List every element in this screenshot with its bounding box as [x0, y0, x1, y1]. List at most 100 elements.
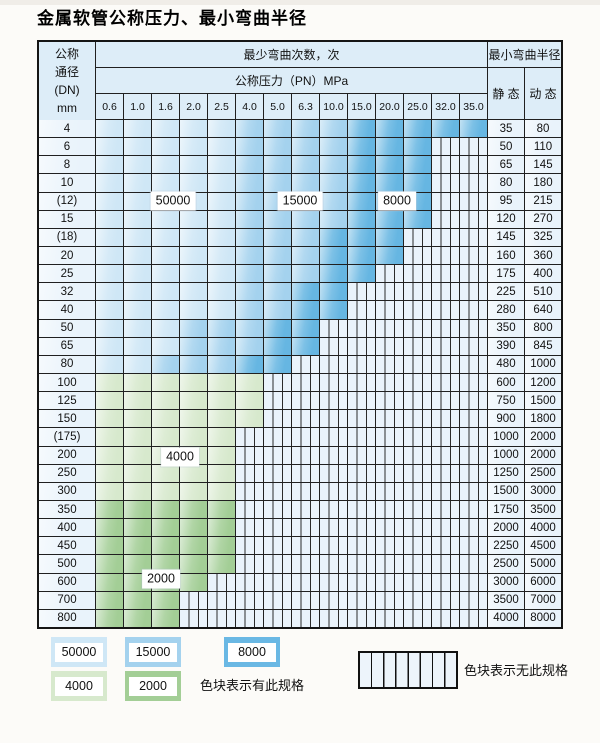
spec-cell [152, 373, 180, 392]
spec-cell [152, 283, 180, 301]
dn-header-line: 通径 [54, 65, 79, 79]
spec-cell [180, 500, 208, 519]
hatch-cell [432, 519, 460, 537]
table-row: 15 120 270 [39, 210, 561, 229]
hatch-cell [264, 537, 292, 555]
hatch-cell [320, 537, 348, 555]
hatch-cell [376, 319, 404, 337]
spec-cell [96, 246, 124, 265]
spec-cell [208, 500, 236, 519]
hatch-cell [404, 464, 432, 482]
hatch-cell [460, 283, 488, 301]
hatch-cell [236, 482, 264, 500]
hatch-cell [460, 464, 488, 482]
spec-cell [320, 192, 348, 210]
hatch-cell [348, 337, 376, 355]
hatch-cell [320, 337, 348, 355]
min-radius-header: 最小弯曲半径 [488, 42, 561, 68]
table-header: 公称 通径 (DN) mm 最少弯曲次数，次 最小弯曲半径 公称压力（PN）MP… [39, 42, 561, 120]
hatch-cell [208, 609, 236, 627]
dn-value: 65 [39, 337, 96, 355]
pressure-value: 32.0 [432, 94, 460, 119]
spec-cell [152, 392, 180, 410]
spec-cell [180, 319, 208, 337]
hatch-cell [320, 355, 348, 373]
spec-cell [236, 156, 264, 174]
spec-cell [152, 319, 180, 337]
spec-cell [152, 519, 180, 537]
hatch-cell [348, 410, 376, 428]
pressure-value: 20.0 [376, 94, 404, 119]
spec-cell [208, 319, 236, 337]
spec-cell [236, 392, 264, 410]
hatch-cell [264, 519, 292, 537]
spec-cell [180, 246, 208, 265]
dynamic-value: 1800 [525, 410, 561, 428]
hatch-cell [292, 537, 320, 555]
spec-cell [124, 410, 152, 428]
hatch-cell [376, 337, 404, 355]
spec-cell [124, 319, 152, 337]
spec-cell [152, 156, 180, 174]
hatch-cell [320, 446, 348, 464]
static-value: 350 [488, 319, 525, 337]
spec-cell [152, 265, 180, 283]
spec-cell [292, 337, 320, 355]
hatch-cell [292, 500, 320, 519]
spec-cell [264, 319, 292, 337]
hatch-cell [348, 555, 376, 573]
spec-cell [404, 120, 432, 138]
static-column-header: 静 态 [488, 68, 525, 120]
spec-cell [348, 156, 376, 174]
spec-cell [460, 120, 488, 138]
hatch-cell [348, 373, 376, 392]
spec-cell [180, 555, 208, 573]
static-value: 390 [488, 337, 525, 355]
static-value: 160 [488, 246, 525, 265]
spec-cell [124, 192, 152, 210]
spec-cell [208, 482, 236, 500]
spec-cell [124, 138, 152, 156]
spec-cell [96, 591, 124, 609]
hatch-cell [432, 319, 460, 337]
hatch-cell [376, 555, 404, 573]
spec-cell [404, 210, 432, 228]
table-row: 450 2250 4500 [39, 537, 561, 556]
spec-cell [264, 120, 292, 138]
dn-value: 150 [39, 410, 96, 428]
spec-cell [348, 210, 376, 228]
legend-label: 15000 [129, 642, 177, 662]
spec-cell [264, 283, 292, 301]
hatch-cell [432, 428, 460, 446]
hatch-cell [348, 301, 376, 319]
hatch-cell [432, 392, 460, 410]
spec-cell [180, 337, 208, 355]
spec-cell [208, 265, 236, 283]
table-row: 40 280 640 [39, 301, 561, 320]
hatch-cell [320, 500, 348, 519]
spec-cell [264, 156, 292, 174]
legend-item: 8000 [224, 637, 280, 667]
legend-label: 8000 [228, 642, 276, 662]
hatch-cell [404, 301, 432, 319]
dynamic-value: 845 [525, 337, 561, 355]
hatch-cell [264, 591, 292, 609]
pressure-value: 2.0 [180, 94, 208, 119]
hatch-cell [404, 337, 432, 355]
spec-cell [180, 228, 208, 246]
spec-cell [432, 120, 460, 138]
dynamic-value: 2000 [525, 428, 561, 446]
pressure-value: 35.0 [460, 94, 487, 119]
pressure-value: 2.5 [208, 94, 236, 119]
pressure-header: 公称压力（PN）MPa [96, 68, 488, 94]
dn-value: 700 [39, 591, 96, 609]
spec-cell [236, 373, 264, 392]
spec-cell [124, 265, 152, 283]
dn-value: 10 [39, 174, 96, 192]
table-row: 250 1250 2500 [39, 464, 561, 483]
dn-value: 500 [39, 555, 96, 573]
dynamic-value: 2000 [525, 446, 561, 464]
hatch-cell [376, 428, 404, 446]
spec-cell [376, 174, 404, 192]
dynamic-value: 110 [525, 138, 561, 156]
